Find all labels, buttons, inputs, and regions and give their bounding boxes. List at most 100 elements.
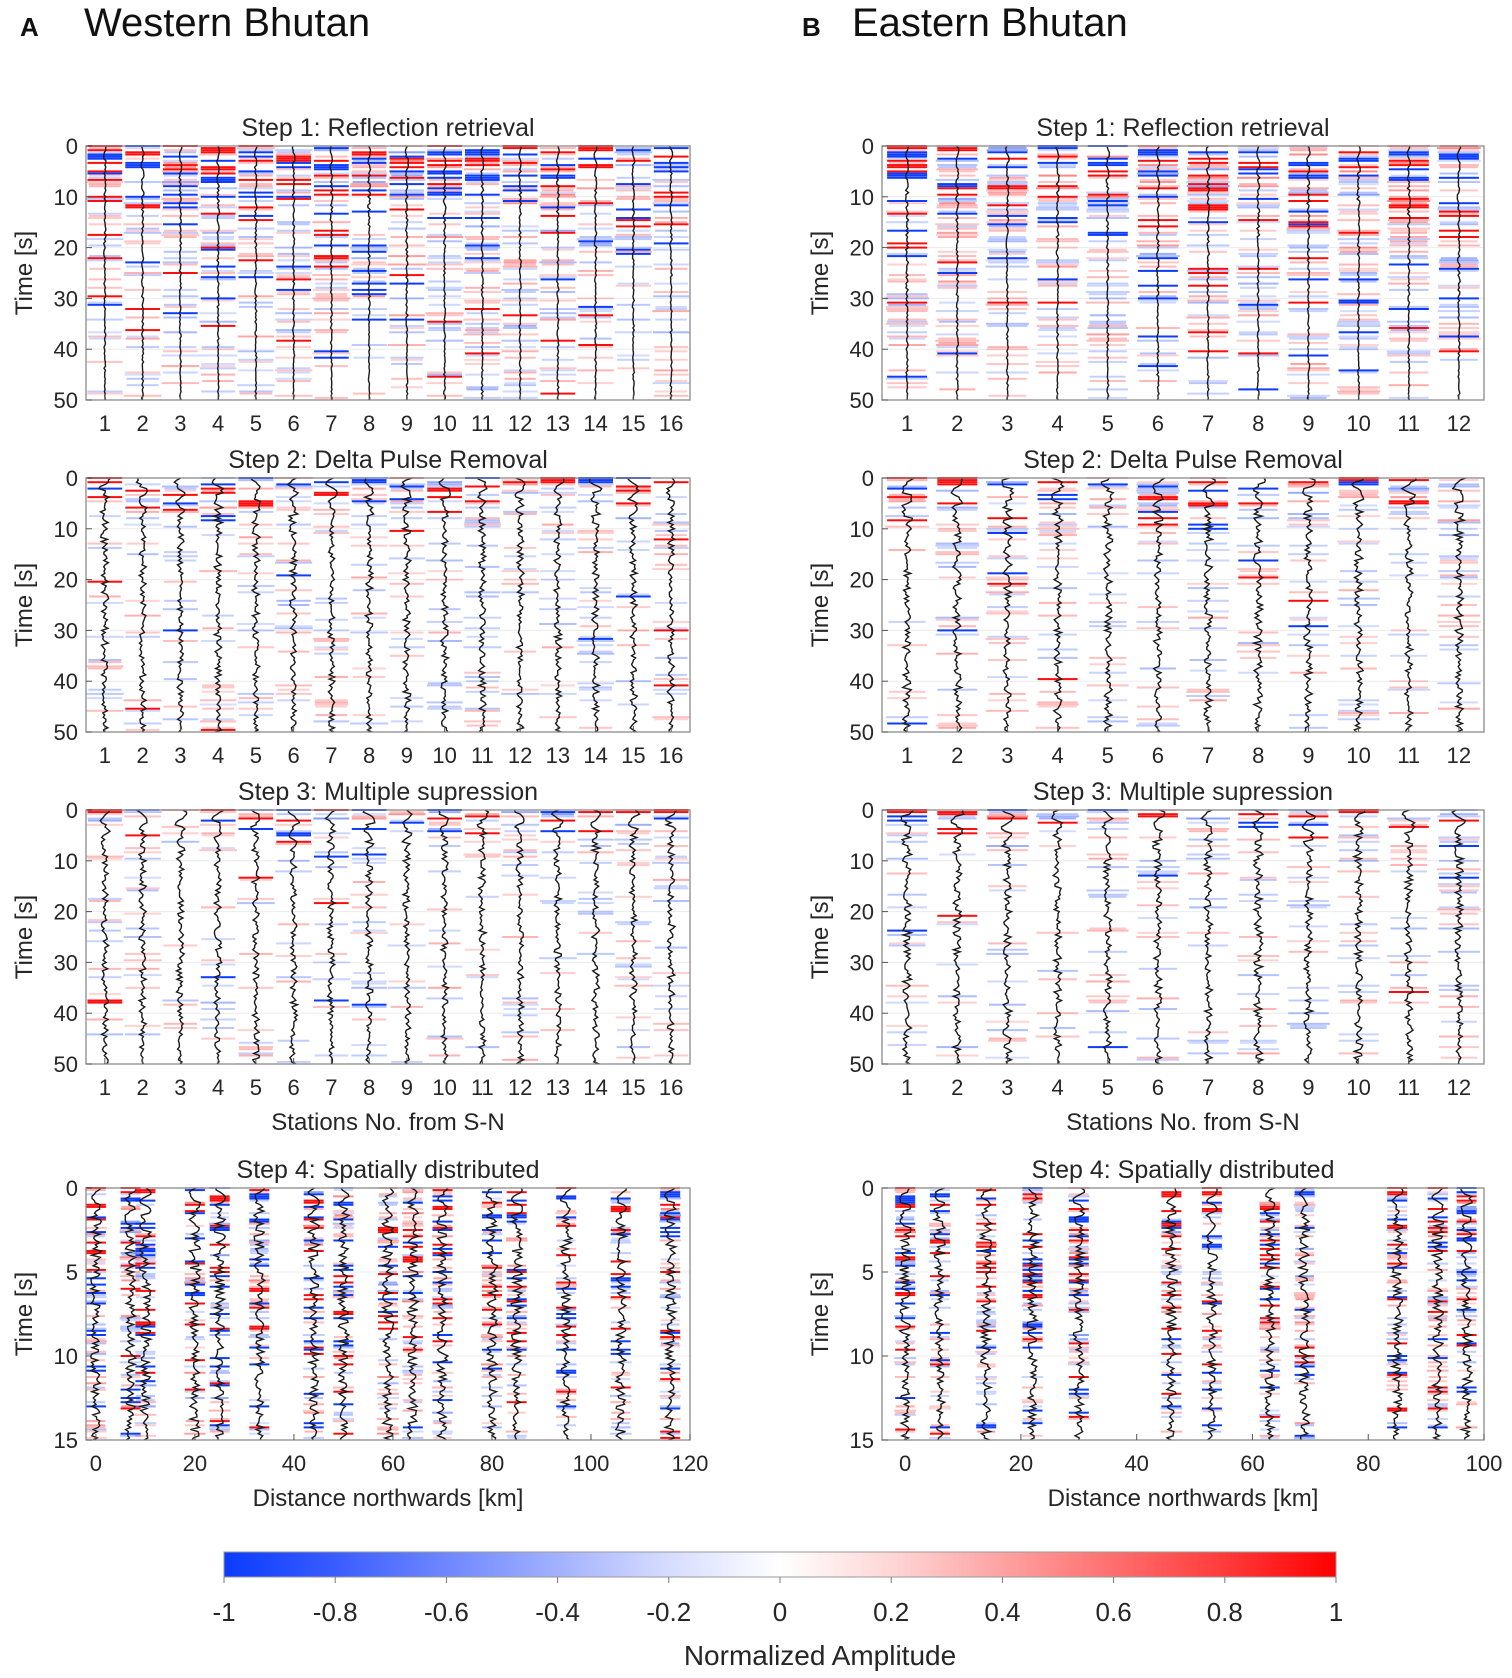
amplitude-band [1238, 168, 1279, 171]
amplitude-band [654, 1054, 689, 1057]
amplitude-band [125, 967, 160, 970]
amplitude-band [1085, 301, 1130, 304]
amplitude-band [1387, 688, 1430, 691]
amplitude-band [432, 1390, 453, 1393]
amplitude-band [1136, 627, 1180, 630]
amplitude-band [250, 1247, 269, 1250]
amplitude-band [577, 483, 614, 486]
amplitude-band [209, 1357, 230, 1360]
amplitude-band [463, 616, 502, 619]
amplitude-band [314, 923, 348, 926]
amplitude-band [1388, 506, 1430, 509]
trace-wiggle [550, 809, 564, 1065]
trace-wiggle [631, 145, 636, 401]
amplitude-band [1438, 214, 1479, 217]
amplitude-band [465, 974, 499, 977]
amplitude-band [1160, 1361, 1182, 1364]
amplitude-band [1161, 1247, 1182, 1250]
amplitude-band [578, 931, 613, 934]
amplitude-band [432, 1199, 453, 1202]
amplitude-band [579, 686, 612, 689]
amplitude-band [377, 1201, 399, 1204]
y-axis-label: Time [s] [807, 895, 834, 979]
amplitude-band [88, 929, 121, 932]
amplitude-band [1427, 1250, 1448, 1252]
y-axis-label: Time [s] [807, 231, 834, 315]
trace-8 [1258, 1187, 1281, 1441]
amplitude-band [482, 1271, 502, 1273]
amplitude-band [464, 627, 500, 630]
x-tick-label: 2 [137, 411, 149, 436]
trace-9 [388, 477, 426, 733]
amplitude-band [1294, 1373, 1315, 1376]
amplitude-band [1136, 172, 1180, 175]
amplitude-band [432, 1298, 453, 1301]
amplitude-band [314, 229, 349, 232]
amplitude-band [85, 1300, 107, 1303]
amplitude-band [577, 529, 614, 532]
amplitude-band [1455, 1296, 1478, 1299]
trace-wiggle [1105, 145, 1111, 400]
amplitude-band [987, 817, 1028, 820]
amplitude-band [611, 1371, 630, 1374]
amplitude-band [1427, 1229, 1448, 1231]
amplitude-band [1428, 1317, 1448, 1320]
amplitude-band [209, 1428, 230, 1431]
plot-area [86, 1188, 690, 1440]
amplitude-band [238, 151, 274, 154]
amplitude-band [274, 625, 313, 628]
amplitude-band [427, 170, 462, 173]
amplitude-band [402, 1235, 423, 1238]
amplitude-band [275, 830, 312, 833]
amplitude-band [125, 153, 160, 156]
amplitude-band [887, 255, 928, 258]
amplitude-band [1294, 1208, 1315, 1210]
amplitude-band [125, 337, 160, 340]
amplitude-band [659, 1220, 682, 1223]
amplitude-band [1390, 202, 1427, 205]
amplitude-band [314, 255, 349, 258]
amplitude-band [238, 1052, 274, 1055]
amplitude-band [351, 1054, 387, 1057]
amplitude-band [377, 1382, 399, 1385]
amplitude-band [1201, 1350, 1223, 1353]
y-tick-label: 0 [66, 466, 78, 491]
amplitude-band [465, 149, 500, 152]
amplitude-band [1456, 1239, 1477, 1242]
amplitude-band [660, 1367, 681, 1370]
amplitude-band [895, 1302, 916, 1305]
trace-wiggle [1251, 809, 1265, 1065]
amplitude-band [402, 1256, 423, 1259]
amplitude-band [1427, 1426, 1448, 1429]
amplitude-band [465, 517, 500, 520]
amplitude-band [432, 1243, 453, 1246]
amplitude-band [464, 676, 501, 678]
amplitude-band [659, 1405, 681, 1408]
amplitude-band [135, 1275, 155, 1278]
amplitude-band [200, 276, 236, 279]
trace-12 [501, 145, 539, 401]
amplitude-band [929, 1252, 950, 1255]
y-tick-label: 0 [862, 1176, 874, 1201]
amplitude-band [987, 948, 1028, 951]
amplitude-band [210, 1212, 229, 1215]
amplitude-band [466, 819, 499, 822]
amplitude-band [135, 1262, 156, 1265]
amplitude-band [929, 1229, 951, 1231]
amplitude-band [610, 1386, 631, 1389]
amplitude-band [616, 504, 651, 507]
amplitude-band [125, 161, 160, 164]
amplitude-band [120, 1241, 141, 1244]
amplitude-band [1161, 1346, 1182, 1349]
amplitude-band [209, 1285, 230, 1288]
amplitude-band [1338, 1052, 1379, 1055]
amplitude-band [615, 823, 652, 826]
amplitude-band [1021, 1285, 1044, 1288]
amplitude-band [1437, 519, 1480, 522]
amplitude-band [1390, 870, 1427, 873]
y-tick-label: 50 [54, 388, 78, 413]
amplitude-band [315, 699, 348, 702]
amplitude-band [482, 1426, 502, 1429]
amplitude-band [1390, 510, 1428, 513]
amplitude-band [1388, 502, 1429, 505]
